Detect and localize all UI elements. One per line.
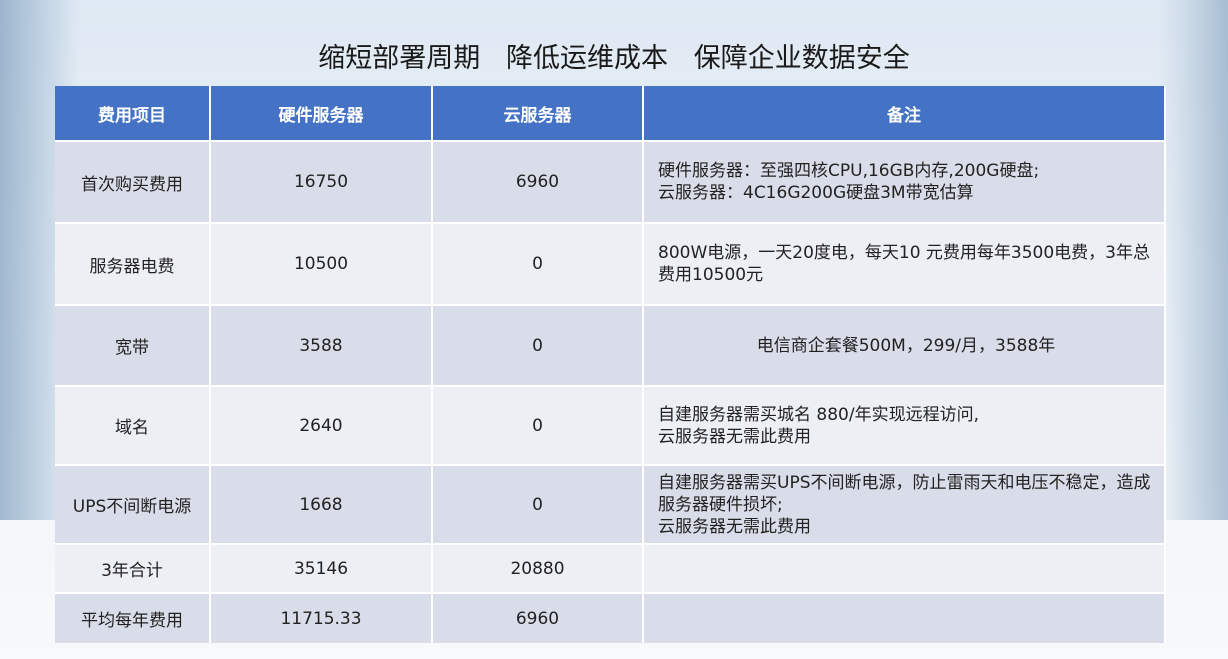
empty-cell xyxy=(643,543,1166,593)
cost-cell: 10500 xyxy=(210,222,433,305)
column-header: 费用项目 xyxy=(55,86,211,141)
note-cell: 800W电源，一天20度电，每天10 元费用每年3500电费，3年总费用1050… xyxy=(643,222,1166,305)
table-row: UPS不间断电源 1668 0 自建服务器需买UPS不间断电源，防止雷雨天和电压不稳定… xyxy=(55,464,1166,544)
background-right xyxy=(1158,0,1228,520)
item-cell: 宽带 xyxy=(55,304,211,386)
note-line: 自建服务器需买城名 880/年实现远程访问, xyxy=(658,404,979,425)
item-cell: 首次购买费用 xyxy=(55,140,211,223)
note-line: 云服务器无需此费用 xyxy=(658,516,811,537)
cost-cell: 6960 xyxy=(432,592,644,643)
cost-cell: 11715.33 xyxy=(210,592,433,643)
cost-cell: 2640 xyxy=(210,385,433,465)
column-header: 备注 xyxy=(643,86,1166,141)
cost-cell: 0 xyxy=(432,464,644,544)
note-cell: 电信商企套餐500M，299/月，3588年 xyxy=(643,304,1166,386)
note-line: 云服务器无需此费用 xyxy=(658,426,811,447)
note-cell: 自建服务器需买城名 880/年实现远程访问, 云服务器无需此费用 xyxy=(643,385,1166,465)
table-row: 域名 2640 0 自建服务器需买城名 880/年实现远程访问, 云服务器无需此费用 xyxy=(55,385,1166,465)
cost-cell: 0 xyxy=(432,222,644,305)
column-header: 云服务器 xyxy=(432,86,644,141)
table-row: 平均每年费用 11715.33 6960 xyxy=(55,592,1166,643)
table-row: 首次购买费用 16750 6960 硬件服务器：至强四核CPU,16GB内存,200G… xyxy=(55,140,1166,223)
note-line: 自建服务器需买UPS不间断电源，防止雷雨天和电压不稳定，造成服务器硬件损坏; xyxy=(658,472,1151,515)
title: 缩短部署周期 降低运维成本 保障企业数据安全 xyxy=(318,43,910,74)
note-line: 云服务器：4C16G200G硬盘3M带宽估算 xyxy=(658,183,974,203)
note-cell: 硬件服务器：至强四核CPU,16GB内存,200G硬盘; 云服务器：4C16G20… xyxy=(643,140,1166,223)
cost-cell: 6960 xyxy=(432,140,644,223)
cost-table: 费用项目 硬件服务器 云服务器 备注 首次购买费用 16750 6960 硬件服务器：至强四… xyxy=(55,86,1166,643)
item-cell: 3年合计 xyxy=(55,543,211,593)
item-cell: 域名 xyxy=(55,385,211,465)
header-row: 费用项目 硬件服务器 云服务器 备注 xyxy=(55,86,1166,141)
cost-cell: 16750 xyxy=(210,140,433,223)
note-line: 硬件服务器：至强四核CPU,16GB内存,200G硬盘; xyxy=(658,161,1040,181)
cost-cell: 20880 xyxy=(432,543,644,593)
item-cell: 服务器电费 xyxy=(55,222,211,305)
cost-cell: 0 xyxy=(432,385,644,465)
table-row: 宽带 3588 0 电信商企套餐500M，299/月，3588年 xyxy=(55,304,1166,386)
note-line: 800W电源，一天20度电，每天10 元费用每年3500电费，3年总费用1050… xyxy=(658,243,1151,285)
item-cell: 平均每年费用 xyxy=(55,592,211,643)
cost-cell: 35146 xyxy=(210,543,433,593)
empty-cell xyxy=(643,592,1166,643)
note-cell: 自建服务器需买UPS不间断电源，防止雷雨天和电压不稳定，造成服务器硬件损坏; 云服… xyxy=(643,464,1166,544)
table-row: 3年合计 35146 20880 xyxy=(55,543,1166,593)
item-cell: UPS不间断电源 xyxy=(55,464,211,544)
column-header: 硬件服务器 xyxy=(210,86,433,141)
table-row: 服务器电费 10500 0 800W电源，一天20度电，每天10 元费用每年3500电… xyxy=(55,222,1166,305)
note-line: 电信商企套餐500M，299/月，3588年 xyxy=(756,335,1056,356)
cost-cell: 0 xyxy=(432,304,644,386)
cost-cell: 1668 xyxy=(210,464,433,544)
cost-cell: 3588 xyxy=(210,304,433,386)
